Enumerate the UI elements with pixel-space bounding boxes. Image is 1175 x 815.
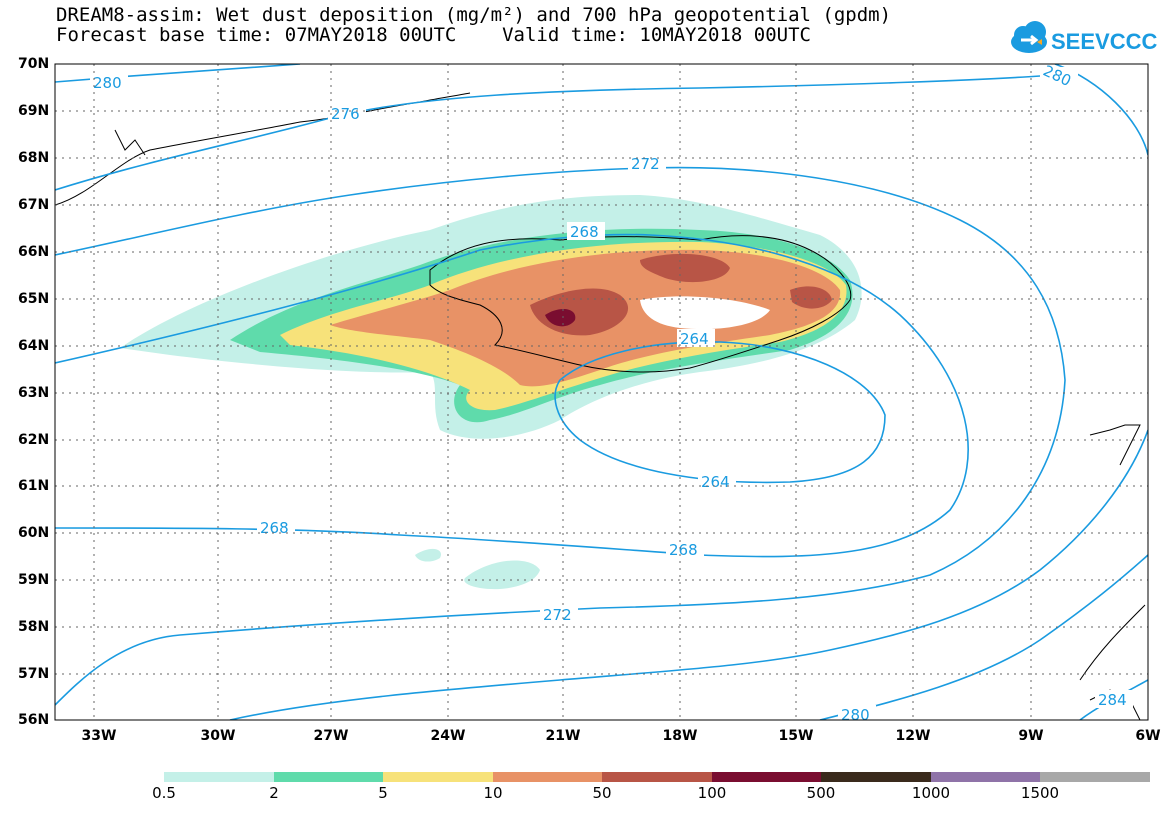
lat-label: 61N (18, 478, 50, 494)
svg-text:280: 280 (1040, 62, 1074, 90)
graticule (55, 64, 1148, 720)
svg-text:272: 272 (543, 606, 572, 624)
lon-label: 15W (778, 728, 814, 744)
svg-text:268: 268 (669, 541, 698, 559)
dust-gap (640, 296, 770, 330)
dust-field (120, 195, 862, 439)
legend-label: 2 (269, 784, 279, 802)
legend-swatch (164, 772, 274, 782)
lon-label: 9W (1018, 728, 1044, 744)
svg-text:264: 264 (680, 330, 709, 348)
legend-swatch (274, 772, 383, 782)
logo-text: SEEVCCC (1051, 29, 1157, 54)
seevccc-logo: SEEVCCC (1007, 18, 1157, 58)
lon-label: 12W (895, 728, 931, 744)
lat-label: 62N (18, 432, 50, 448)
legend-label: 5 (378, 784, 388, 802)
dust-patch-south (415, 548, 540, 590)
dust-band-50b (640, 253, 730, 283)
legend-swatch (493, 772, 602, 782)
legend-label: 1000 (911, 784, 951, 802)
svg-text:276: 276 (331, 105, 360, 123)
contour-labels: 280 276 272 268 264 264 268 268 272 280 … (90, 62, 1133, 724)
lat-label: 56N (18, 712, 50, 728)
legend-colorbar (164, 772, 1150, 782)
lon-label: 21W (545, 728, 581, 744)
lat-label: 68N (18, 150, 50, 166)
svg-text:280: 280 (93, 74, 122, 92)
lat-label: 67N (18, 197, 50, 213)
legend-swatch (712, 772, 821, 782)
cloud-icon (1011, 21, 1047, 53)
lat-label: 63N (18, 385, 50, 401)
legend-swatch (931, 772, 1040, 782)
map-title: DREAM8-assim: Wet dust deposition (mg/m²… (56, 5, 891, 45)
lat-label: 60N (18, 525, 50, 541)
legend-swatch (821, 772, 931, 782)
svg-text:280: 280 (841, 706, 870, 724)
svg-text:272: 272 (631, 155, 660, 173)
title-line-2: Forecast base time: 07MAY2018 00UTC Vali… (56, 24, 811, 46)
lon-label: 30W (200, 728, 236, 744)
legend-swatch (602, 772, 712, 782)
lon-label: 6W (1135, 728, 1161, 744)
legend-label: 50 (592, 784, 612, 802)
svg-text:264: 264 (701, 473, 730, 491)
lat-label: 66N (18, 244, 50, 260)
map-frame (54, 63, 1149, 721)
svg-text:268: 268 (260, 519, 289, 537)
legend-label: 500 (806, 784, 836, 802)
lat-label: 59N (18, 572, 50, 588)
svg-text:268: 268 (570, 223, 599, 241)
legend-label: 10 (483, 784, 503, 802)
legend-label: 1500 (1020, 784, 1060, 802)
legend-label: 100 (697, 784, 727, 802)
legend-swatch (383, 772, 493, 782)
svg-text:284: 284 (1098, 691, 1127, 709)
lon-label: 27W (313, 728, 349, 744)
legend-label: 0.5 (152, 784, 176, 802)
lat-label: 65N (18, 291, 50, 307)
legend-swatch (1040, 772, 1150, 782)
lat-label: 70N (18, 56, 50, 72)
lat-label: 57N (18, 666, 50, 682)
lon-label: 24W (430, 728, 466, 744)
lat-label: 58N (18, 619, 50, 635)
lon-label: 33W (81, 728, 117, 744)
lat-label: 69N (18, 103, 50, 119)
geopotential-contours (55, 64, 1148, 720)
lon-label: 18W (662, 728, 698, 744)
dust-band-100 (545, 308, 576, 327)
title-line-1: DREAM8-assim: Wet dust deposition (mg/m²… (56, 4, 892, 26)
lat-label: 64N (18, 338, 50, 354)
dust-band-50c (790, 286, 832, 309)
